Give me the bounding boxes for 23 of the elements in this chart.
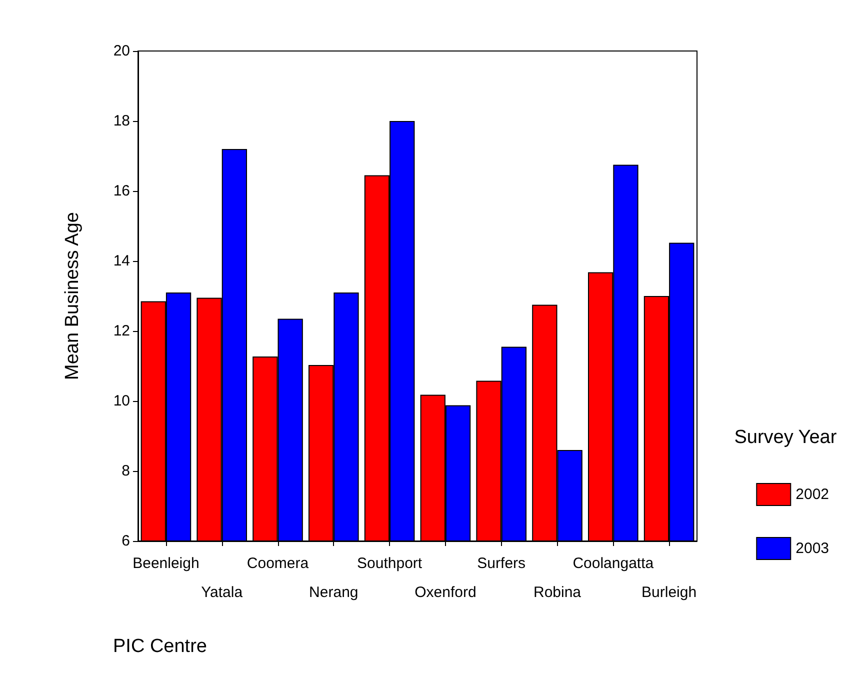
x-tick-label: Surfers <box>477 555 526 572</box>
x-tick-label: Beenleigh <box>132 555 200 572</box>
x-tick-label: Coolangatta <box>572 555 654 572</box>
y-tick-label: 10 <box>113 392 130 410</box>
y-tick-label: 8 <box>122 462 130 480</box>
legend-label: 2003 <box>796 540 830 557</box>
legend-title: Survey Year <box>734 427 838 448</box>
x-axis-title: PIC Centre <box>113 636 207 657</box>
y-tick-label: 20 <box>113 42 130 60</box>
y-tick-label: 6 <box>122 532 130 550</box>
x-tick-label: Nerang <box>309 584 358 601</box>
y-tick-label: 12 <box>113 322 130 340</box>
x-tick-label: Coomera <box>246 555 310 572</box>
y-axis-title: Mean Business Age <box>62 212 83 380</box>
x-tick-label: Yatala <box>201 584 244 601</box>
x-tick-label: Burleigh <box>642 584 697 601</box>
x-tick-label: Southport <box>357 555 423 572</box>
y-tick-label: 18 <box>113 112 130 130</box>
legend-label: 2002 <box>796 486 830 503</box>
x-tick-label: Oxenford <box>414 584 476 601</box>
y-tick-label: 14 <box>113 252 130 270</box>
x-tick-label: Robina <box>533 584 582 601</box>
y-tick-label: 16 <box>113 182 130 200</box>
